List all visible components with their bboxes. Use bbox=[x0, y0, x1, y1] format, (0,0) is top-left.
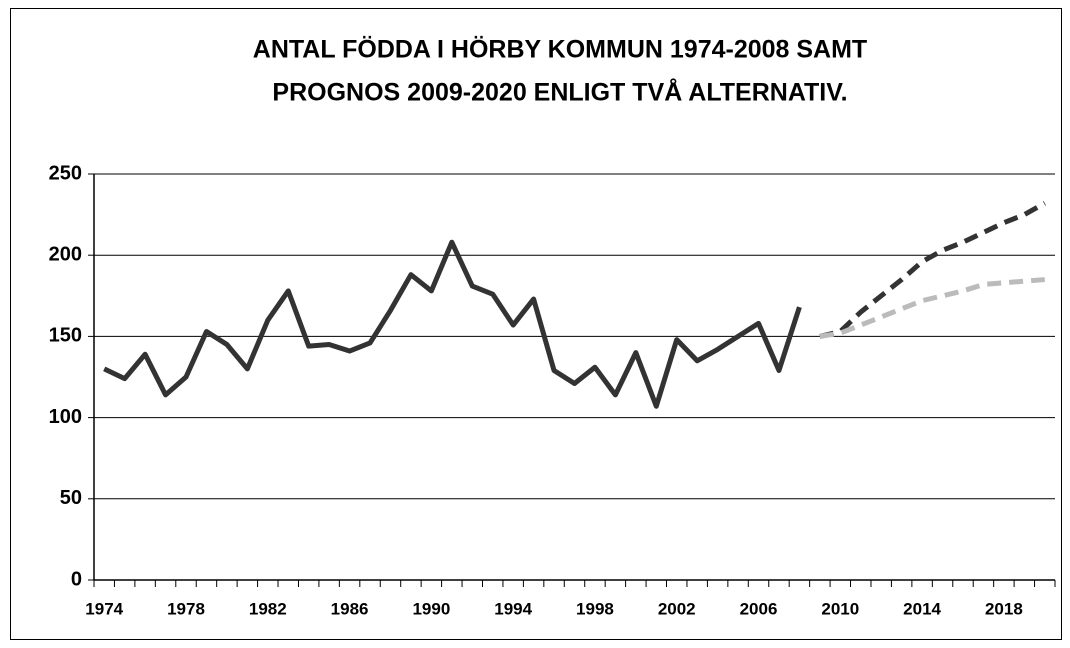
x-tick-label: 1974 bbox=[85, 599, 123, 618]
x-tick-label: 1994 bbox=[494, 599, 532, 618]
y-tick-label: 100 bbox=[49, 406, 82, 428]
series-line bbox=[819, 201, 1046, 339]
x-tick-label: 1998 bbox=[576, 599, 614, 618]
series-line bbox=[819, 277, 1045, 339]
x-tick-label: 1978 bbox=[167, 599, 205, 618]
x-tick-label: 2002 bbox=[658, 599, 696, 618]
x-tick-label: 2018 bbox=[985, 599, 1023, 618]
y-tick-label: 200 bbox=[49, 243, 82, 265]
y-tick-label: 0 bbox=[71, 568, 82, 590]
chart-title: PROGNOS 2009-2020 ENLIGT TVÅ ALTERNATIV. bbox=[272, 78, 847, 107]
x-tick-label: 2010 bbox=[821, 599, 859, 618]
x-tick-label: 1990 bbox=[412, 599, 450, 618]
y-tick-label: 250 bbox=[49, 162, 82, 184]
x-tick-label: 1982 bbox=[249, 599, 287, 618]
series-line bbox=[103, 239, 802, 409]
x-tick-label: 2006 bbox=[740, 599, 778, 618]
x-tick-label: 1986 bbox=[331, 599, 369, 618]
x-tick-label: 2014 bbox=[903, 599, 941, 618]
chart-title: ANTAL FÖDDA I HÖRBY KOMMUN 1974-2008 SAM… bbox=[253, 35, 867, 64]
y-tick-label: 150 bbox=[49, 325, 82, 347]
chart-border bbox=[10, 8, 1062, 640]
y-tick-label: 50 bbox=[60, 487, 82, 509]
